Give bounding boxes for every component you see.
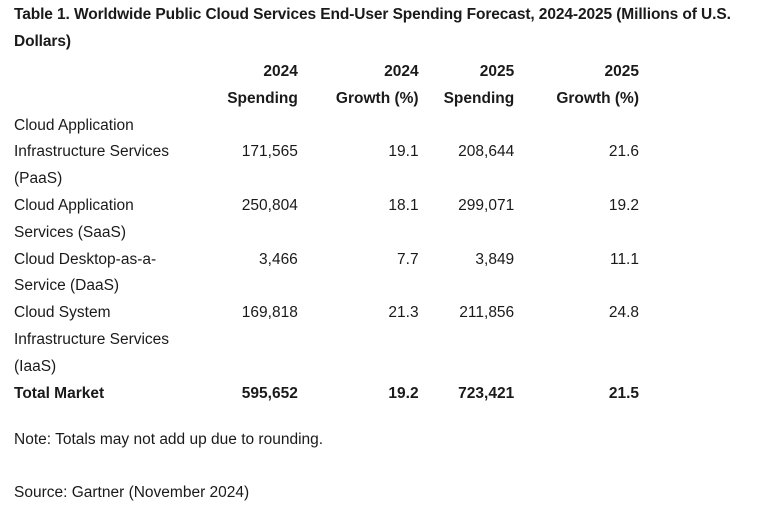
total-row: Total Market 595,652 19.2 723,421 21.5 [14, 381, 639, 408]
growth-2024-cell: 7.7 [397, 250, 419, 268]
document: Table 1. Worldwide Public Cloud Services… [14, 0, 754, 501]
growth-2024-cell: 19.1 [388, 143, 419, 161]
row-name: Cloud System Infrastructure Services (Ia… [14, 304, 170, 375]
spending-2024-cell: 250,804 [241, 196, 298, 214]
table-row: Cloud Desktop-as-a-Service (DaaS) 3,466 … [14, 247, 639, 301]
spending-2024-cell: 169,818 [241, 304, 298, 322]
total-growth-2024: 19.2 [388, 384, 419, 402]
table-row: Cloud System Infrastructure Services (Ia… [14, 300, 639, 380]
spending-2025-cell: 208,644 [458, 143, 515, 161]
header-row-metric: Spending Growth (%) Spending Growth (%) [14, 86, 639, 113]
spending-2025-cell: 3,849 [475, 250, 515, 268]
header-spending-2025-label: Spending [443, 89, 515, 107]
header-growth-2024-label: Growth (%) [335, 89, 419, 107]
header-row-year: 2024 2024 2025 2025 [14, 59, 639, 86]
total-label: Total Market [14, 384, 105, 402]
spending-2024-cell: 171,565 [241, 143, 298, 161]
row-name: Cloud Application Services (SaaS) [14, 196, 134, 241]
header-growth-2024-year: 2024 [384, 63, 419, 80]
spending-forecast-table: 2024 2024 2025 2025 Spending Growth (%) … [14, 59, 639, 407]
total-spending-2024: 595,652 [241, 384, 298, 402]
table-row: Cloud Application Infrastructure Service… [14, 113, 639, 193]
growth-2025-cell: 11.1 [609, 250, 639, 268]
spending-2025-cell: 211,856 [459, 304, 515, 322]
total-growth-2025: 21.5 [608, 384, 639, 402]
header-blank [14, 86, 195, 113]
header-spending-2025-year: 2025 [479, 63, 515, 80]
header-growth-2025-year: 2025 [604, 63, 639, 80]
header-spending-2024-year: 2024 [263, 63, 298, 80]
total-spending-2025: 723,421 [458, 384, 515, 402]
table-row: Cloud Application Services (SaaS) 250,80… [14, 193, 639, 247]
header-growth-2025-label: Growth (%) [556, 89, 639, 107]
row-name: Cloud Application Infrastructure Service… [14, 116, 170, 188]
header-blank [14, 59, 195, 86]
rounding-note: Note: Totals may not add up due to round… [14, 431, 324, 448]
spending-2025-cell: 299,071 [458, 196, 515, 214]
growth-2025-cell: 19.2 [608, 196, 639, 214]
source-note: Source: Gartner (November 2024) [14, 484, 250, 501]
growth-2024-cell: 18.1 [388, 196, 419, 214]
growth-2025-cell: 24.8 [608, 304, 639, 322]
growth-2024-cell: 21.3 [388, 304, 419, 322]
row-name: Cloud Desktop-as-a-Service (DaaS) [14, 250, 157, 295]
header-spending-2024-label: Spending [227, 89, 298, 107]
spending-2024-cell: 3,466 [259, 250, 298, 268]
table-title: Table 1. Worldwide Public Cloud Services… [14, 6, 731, 50]
growth-2025-cell: 21.6 [608, 143, 639, 161]
